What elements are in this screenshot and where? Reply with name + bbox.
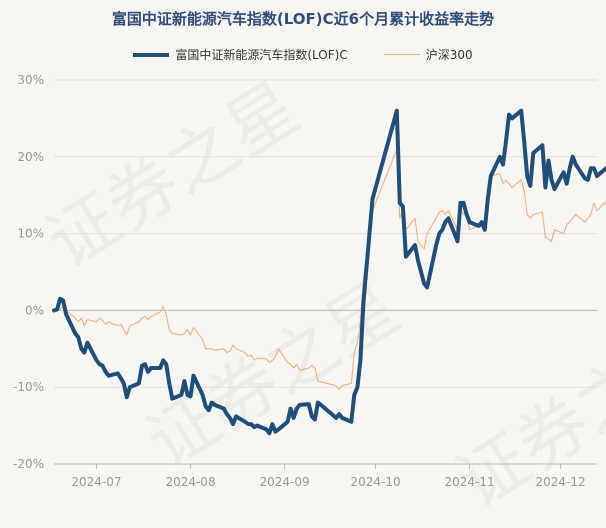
legend-item-fund[interactable]: 富国中证新能源汽车指数(LOF)C: [133, 46, 348, 63]
x-tick-label: 2024-07: [71, 475, 121, 489]
x-tick-label: 2024-08: [165, 475, 215, 489]
legend-label-index: 沪深300: [425, 48, 473, 62]
x-tick-label: 2024-09: [259, 475, 309, 489]
chart-title: 富国中证新能源汽车指数(LOF)C近6个月累计收益率走势: [111, 10, 495, 28]
y-tick-label: -10%: [13, 380, 44, 394]
series-line-index: [53, 148, 606, 391]
legend-swatch-fund: [133, 52, 170, 57]
y-tick-label: 30%: [17, 73, 44, 87]
y-tick-label: 0%: [25, 303, 44, 317]
y-tick-label: 10%: [17, 227, 44, 241]
y-tick-label: -20%: [13, 457, 44, 471]
y-axis: 30% 20% 10% 0% -10% -20%: [13, 73, 44, 471]
x-tick-label: 2024-12: [536, 475, 586, 489]
line-chart: 30%20%10%0%-10%-20% 2024-07 2024-08 2024-0…: [13, 73, 606, 489]
x-tick-label: 2024-10: [350, 475, 400, 489]
y-tick-label: 20%: [17, 150, 44, 164]
legend-label-fund: 富国中证新能源汽车指数(LOF)C: [175, 48, 348, 62]
x-axis: 2024-07 2024-08 2024-09 2024-10 2024-11 2024-…: [54, 463, 597, 489]
legend-item-index[interactable]: 沪深300: [383, 46, 473, 63]
legend-swatch-index: [383, 54, 420, 55]
series-line-fund: [52, 108, 606, 436]
series-lines: [52, 108, 606, 436]
chart-legend: 富国中证新能源汽车指数(LOF)C 沪深300: [0, 46, 606, 63]
x-tick-label: 2024-11: [445, 475, 495, 489]
